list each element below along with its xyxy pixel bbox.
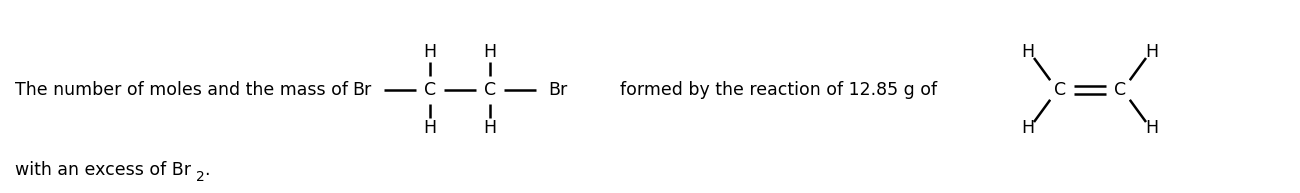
- Text: H: H: [424, 43, 437, 61]
- Text: C: C: [484, 81, 497, 99]
- Text: H: H: [1145, 119, 1158, 137]
- Text: formed by the reaction of 12.85 g of: formed by the reaction of 12.85 g of: [620, 81, 937, 99]
- Text: The number of moles and the mass of: The number of moles and the mass of: [16, 81, 348, 99]
- Text: .: .: [204, 161, 209, 179]
- Text: C: C: [424, 81, 436, 99]
- Text: H: H: [484, 43, 497, 61]
- Text: C: C: [1114, 81, 1126, 99]
- Text: H: H: [1145, 43, 1158, 61]
- Text: with an excess of Br: with an excess of Br: [16, 161, 191, 179]
- Text: H: H: [1022, 43, 1035, 61]
- Text: H: H: [484, 119, 497, 137]
- Text: H: H: [424, 119, 437, 137]
- Text: C: C: [1054, 81, 1066, 99]
- Text: Br: Br: [352, 81, 372, 99]
- Text: Br: Br: [549, 81, 568, 99]
- Text: 2: 2: [196, 170, 205, 184]
- Text: H: H: [1022, 119, 1035, 137]
